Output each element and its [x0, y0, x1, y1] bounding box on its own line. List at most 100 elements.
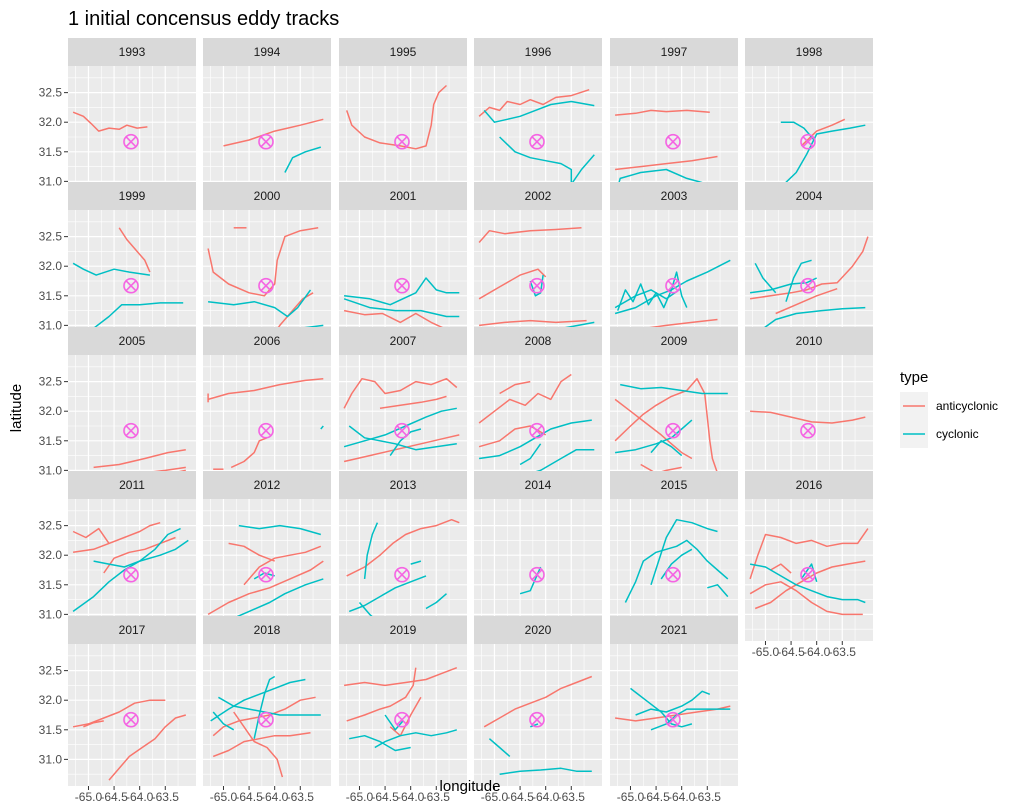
facet-panel-2003: 2003	[610, 182, 738, 352]
anticyclonic-track	[223, 118, 324, 147]
track-layer	[345, 84, 448, 150]
legend-label: anticyclonic	[936, 399, 998, 413]
cyclonic-track	[208, 289, 312, 318]
cyclonic-track	[238, 524, 322, 536]
y-tick-label: 31.5	[39, 578, 63, 592]
anticyclonic-track	[346, 518, 460, 577]
anticyclonic-track	[478, 88, 590, 117]
legend-entry-anticyclonic: anticyclonic	[900, 392, 998, 420]
y-tick-label: 31.5	[39, 289, 63, 303]
anticyclonic-track	[345, 84, 448, 150]
anticyclonic-track	[72, 111, 148, 132]
facet-strip	[474, 616, 602, 644]
cyclonic-track	[72, 262, 151, 276]
facet-panel-1999: 1999	[68, 182, 196, 352]
y-tick-label: 31.5	[39, 434, 63, 448]
facet-strip	[339, 327, 467, 355]
x-tick-label: -64.0	[126, 790, 154, 804]
anticyclonic-track	[478, 373, 572, 424]
cyclonic-track	[754, 262, 777, 294]
y-tick-label: 32.0	[39, 115, 63, 129]
facet-panel-2002: 2002	[474, 182, 602, 352]
cyclonic-track	[614, 168, 703, 197]
x-tick-label: -65.0	[210, 790, 238, 804]
anticyclonic-track	[800, 118, 846, 147]
facet-strip-label: 2012	[254, 478, 281, 492]
facet-strip-label: 2017	[119, 623, 146, 637]
site-marker	[394, 711, 410, 728]
track-layer	[478, 88, 595, 186]
facet-panel-2014: 2014	[474, 471, 602, 641]
x-tick-label: -63.5	[423, 790, 451, 804]
facet-strip-label: 2010	[796, 334, 823, 348]
anticyclonic-track	[72, 527, 110, 544]
cyclonic-track	[284, 146, 322, 173]
chart-title: 1 initial concensus eddy tracks	[68, 8, 339, 30]
facet-strip	[68, 327, 196, 355]
site-marker	[665, 277, 681, 294]
facet-strip	[474, 327, 602, 355]
facet-strip	[610, 327, 738, 355]
cyclonic-track	[483, 100, 595, 123]
cyclonic-track	[349, 734, 411, 752]
facet-strip	[610, 616, 738, 644]
cyclonic-track	[93, 527, 181, 568]
cyclonic-track	[624, 539, 729, 603]
legend-title: type	[900, 369, 928, 386]
facet-strip-label: 1999	[119, 189, 146, 203]
cyclonic-track	[344, 277, 460, 306]
anticyclonic-track	[230, 437, 268, 469]
track-layer	[749, 528, 869, 616]
site-marker	[258, 133, 274, 150]
y-tick-label: 32.0	[39, 259, 63, 273]
y-axis-title: latitude	[8, 384, 25, 432]
site-marker	[665, 711, 681, 728]
track-layer	[614, 109, 718, 197]
anticyclonic-track	[379, 395, 447, 410]
facet-strip-label: 2011	[119, 478, 145, 492]
site-marker	[800, 566, 816, 583]
cyclonic-track	[253, 675, 276, 739]
facet-strip	[68, 471, 196, 499]
x-tick-label: -65.0	[346, 790, 374, 804]
y-tick-label: 31.0	[39, 174, 63, 188]
cyclonic-track	[212, 711, 235, 731]
facet-strip	[339, 471, 467, 499]
y-tick-label: 32.5	[39, 230, 63, 244]
site-marker	[258, 277, 274, 294]
facet-panel-2011: 2011	[68, 471, 196, 641]
facet-strip-label: 2021	[661, 623, 688, 637]
facet-panel-2012: 2012	[203, 471, 331, 641]
y-tick-label: 32.5	[39, 664, 63, 678]
anticyclonic-track	[118, 227, 151, 273]
y-axis-ticks: 31.0 31.5 32.0 32.5 31.0 31.5 32.0 32.5 31.0 31.5…	[39, 86, 68, 766]
facet-panel-2016: 2016	[745, 471, 873, 641]
facet-strip	[474, 38, 602, 66]
facet-strip-label: 2005	[119, 334, 146, 348]
anticyclonic-track	[615, 109, 710, 116]
cyclonic-track	[499, 136, 595, 186]
cyclonic-track	[529, 274, 544, 297]
facet-strip	[474, 471, 602, 499]
facet-panel-2020: 2020	[474, 616, 602, 786]
facet-strip-label: 2007	[390, 334, 417, 348]
x-tick-label: -63.5	[558, 790, 586, 804]
facet-panel-2013: 2013	[339, 471, 467, 641]
site-marker	[394, 133, 410, 150]
track-layer	[207, 377, 324, 470]
facet-strip	[610, 38, 738, 66]
anticyclonic-track	[479, 319, 587, 327]
anticyclonic-track	[754, 560, 866, 610]
anticyclonic-track	[614, 398, 693, 460]
anticyclonic-track	[228, 542, 275, 562]
site-marker	[665, 422, 681, 439]
x-tick-label: -64.5	[235, 790, 263, 804]
site-marker	[529, 566, 545, 583]
facet-strip	[474, 182, 602, 210]
cyclonic-track	[218, 696, 321, 716]
anticyclonic-track	[478, 268, 547, 300]
facet-strip	[339, 182, 467, 210]
site-marker	[800, 133, 816, 150]
facet-strip	[610, 182, 738, 210]
